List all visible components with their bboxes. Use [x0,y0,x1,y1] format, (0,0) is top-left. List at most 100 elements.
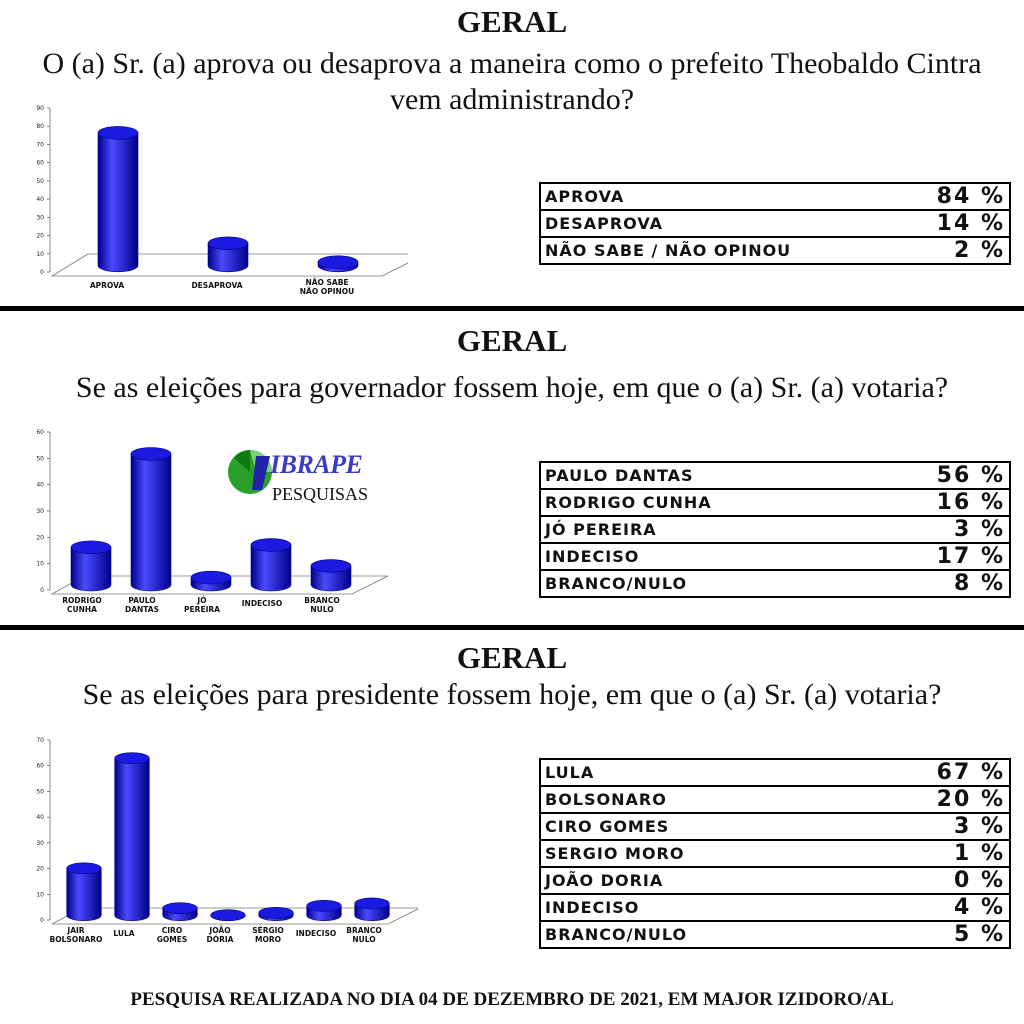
chart-governador: 0 10 20 30 40 50 60 RODRIGO CUNHA PAULO DANTAS JÓ PE… [28,424,388,620]
x-tick-label: JOÃO [208,926,230,935]
row-label: NÃO SABE / NÃO OPINOU [540,236,901,265]
x-tick-label: NÃO OPINOU [300,287,354,296]
x-tick-label: BRANCO [304,596,339,605]
table-row: RODRIGO CUNHA 16 % [540,488,1010,517]
y-tick-label: 30 [36,508,44,515]
x-tick-label: DANTAS [125,605,159,614]
bar [250,538,292,592]
chart-presidente: 0 10 20 30 40 50 60 70 JAIR BOLSONARO LULA CIRO GOME… [28,732,418,952]
bar [210,909,246,922]
row-value: 17 % [866,542,1010,571]
row-value: 5 % [850,920,1010,949]
bar [317,255,359,273]
y-tick-label: 40 [36,196,44,203]
x-tick-label: BOLSONARO [50,935,103,944]
x-tick-label: APROVA [90,281,125,290]
bar [97,126,139,273]
row-label: BRANCO/NULO [540,920,851,949]
x-tick-label: CIRO [162,926,182,935]
table-row: JÓ PEREIRA 3 % [540,515,1010,544]
x-tick-label: MORO [255,935,281,944]
row-value: 8 % [866,569,1010,598]
y-tick-label: 60 [36,763,44,770]
table-row: LULA 67 % [540,758,1010,787]
x-tick-label: NÃO SABE [305,278,348,287]
logo-name: IBRAPE [270,450,363,479]
y-tick-label: 0 [40,269,44,276]
row-value: 56 % [866,461,1010,490]
table-row: BOLSONARO 20 % [540,785,1010,814]
row-label: INDECISO [540,542,867,571]
row-value: 3 % [866,515,1010,544]
table-presidente: LULA 67 % BOLSONARO 20 % CIRO GOMES 3 % SERGIO… [539,758,1011,949]
table-row: NÃO SABE / NÃO OPINOU 2 % [540,236,1010,265]
y-tick-label: 70 [36,737,44,744]
y-tick-label: 20 [36,233,44,240]
row-value: 3 % [850,812,1010,841]
row-value: 84 % [900,182,1010,211]
x-tick-label: DÓRIA [207,935,234,944]
y-tick-label: 20 [36,534,44,541]
row-label: SERGIO MORO [540,839,851,868]
x-tick-label: RODRIGO [62,596,101,605]
x-tick-label: LULA [113,929,134,938]
section-1-question: O (a) Sr. (a) aprova ou desaprova a mane… [42,47,982,116]
x-tick-label: INDECISO [242,599,283,608]
y-tick-label: 60 [36,429,44,436]
row-value: 4 % [850,893,1010,922]
table-row: BRANCO/NULO 8 % [540,569,1010,598]
y-tick-label: 80 [36,123,44,130]
row-label: LULA [540,758,851,787]
row-label: CIRO GOMES [540,812,851,841]
x-tick-label: INDECISO [296,929,337,938]
bar [190,570,232,592]
table-row: APROVA 84 % [540,182,1010,211]
y-tick-label: 90 [36,105,44,112]
footer-note: PESQUISA REALIZADA NO DIA 04 DE DEZEMBRO… [130,989,894,1010]
x-tick-label: GOMES [157,935,188,944]
y-tick-label: 10 [36,891,44,898]
x-tick-label: CUNHA [67,605,97,614]
y-tick-label: 50 [36,455,44,462]
row-label: BRANCO/NULO [540,569,867,598]
ibrape-logo: IBRAPE PESQUISAS [226,446,396,506]
y-tick-label: 50 [36,178,44,185]
row-label: INDECISO [540,893,851,922]
section-3-heading: GERAL [456,640,568,675]
row-label: PAULO DANTAS [540,461,867,490]
bar [114,752,150,922]
row-value: 67 % [850,758,1010,787]
table-row: DESAPROVA 14 % [540,209,1010,238]
table-row: CIRO GOMES 3 % [540,812,1010,841]
chart-prefeito-approval: 0 10 20 30 40 50 60 70 80 90 APROVA DESAPROVA NÃO SA… [28,100,408,300]
y-tick-label: 60 [36,160,44,167]
logo-subtitle: PESQUISAS [272,484,369,504]
section-3-question: Se as eleições para presidente fossem ho… [82,678,942,711]
y-tick-label: 10 [36,251,44,258]
bar [306,899,342,922]
ibrape-globe-icon [228,450,272,494]
x-tick-label: PAULO [128,596,155,605]
row-value: 20 % [850,785,1010,814]
row-value: 14 % [900,209,1010,238]
x-tick-label: NULO [310,605,333,614]
section-2-question: Se as eleições para governador fossem ho… [75,371,949,404]
bar [354,897,390,922]
y-tick-label: 70 [36,141,44,148]
y-tick-label: 0 [40,917,44,924]
row-label: RODRIGO CUNHA [540,488,867,517]
section-divider [0,306,1024,311]
row-label: JÓ PEREIRA [540,515,867,544]
y-tick-label: 30 [36,214,44,221]
x-tick-label: JÓ [196,596,206,605]
y-tick-label: 40 [36,482,44,489]
row-label: DESAPROVA [540,209,901,238]
table-row: BRANCO/NULO 5 % [540,920,1010,949]
x-tick-label: DESAPROVA [191,281,242,290]
row-value: 0 % [850,866,1010,895]
x-tick-label: NULO [352,935,375,944]
bar [70,540,112,592]
bar [66,862,102,922]
table-row: PAULO DANTAS 56 % [540,461,1010,490]
y-tick-label: 10 [36,561,44,568]
